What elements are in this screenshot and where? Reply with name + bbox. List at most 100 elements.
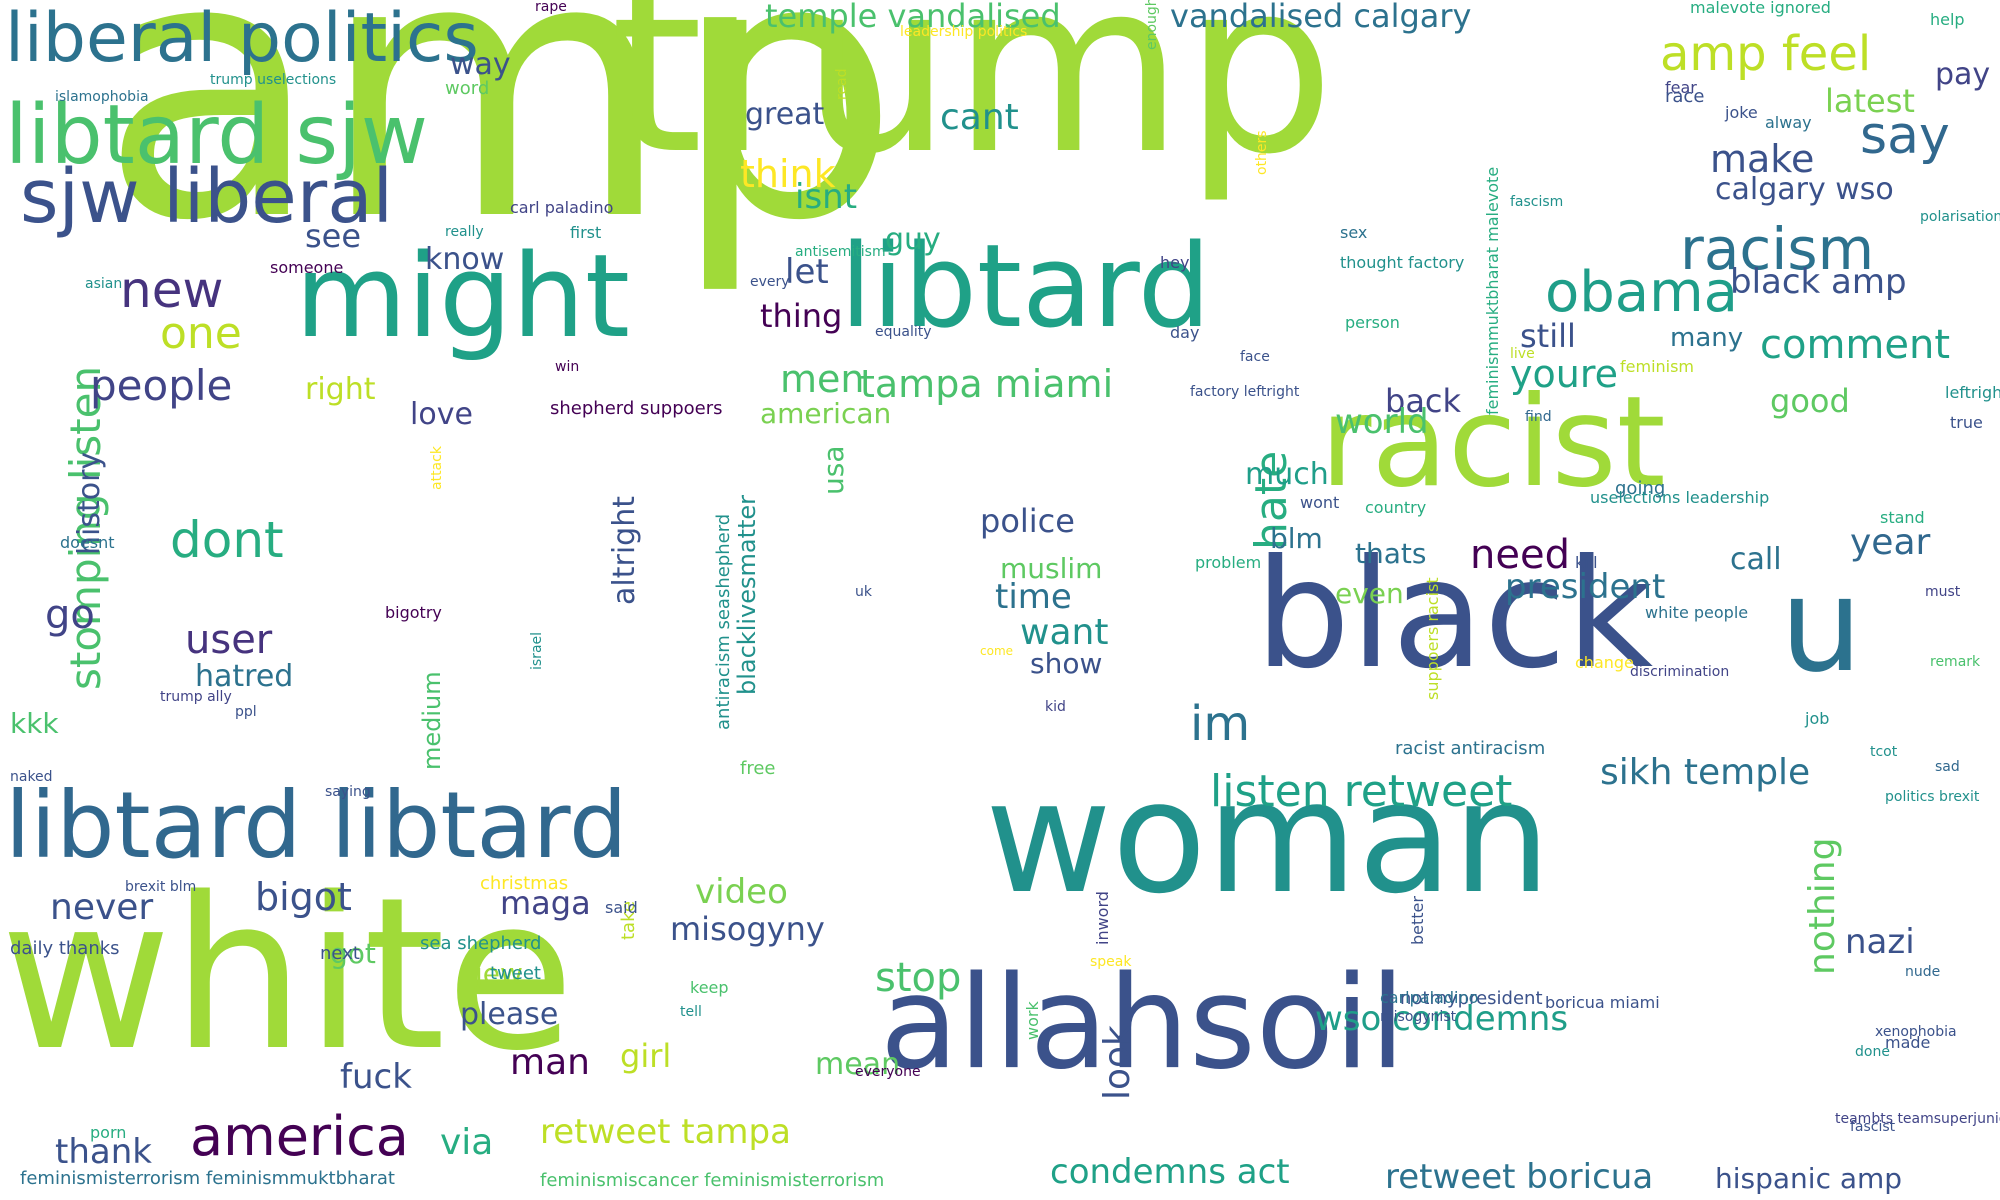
cloud-word: hatred bbox=[195, 659, 294, 694]
cloud-word: uk bbox=[855, 584, 872, 600]
cloud-word: israel bbox=[529, 631, 545, 670]
cloud-word: carl paladino bbox=[510, 198, 614, 217]
cloud-word: let bbox=[785, 252, 829, 292]
cloud-word: allahsoil bbox=[880, 949, 1406, 1098]
cloud-word: men bbox=[780, 357, 865, 401]
cloud-word: mean bbox=[815, 1047, 901, 1082]
cloud-word: trump ally bbox=[160, 689, 232, 705]
cloud-word: nothing bbox=[1802, 837, 1843, 975]
cloud-word: sjw liberal bbox=[20, 154, 394, 240]
cloud-word: next bbox=[320, 943, 360, 964]
cloud-word: day bbox=[1170, 323, 1200, 342]
cloud-word: boricua miami bbox=[1545, 993, 1660, 1012]
cloud-word: politics brexit bbox=[1885, 789, 1980, 805]
cloud-word: win bbox=[555, 359, 580, 375]
cloud-word: thank bbox=[55, 1132, 152, 1172]
cloud-word: shepherd suppoers bbox=[550, 398, 723, 419]
cloud-word: got bbox=[330, 937, 376, 970]
cloud-word: thing bbox=[760, 297, 843, 335]
cloud-word: bigot bbox=[255, 875, 352, 919]
cloud-word: tweet bbox=[490, 963, 541, 984]
cloud-word: joke bbox=[1725, 103, 1758, 122]
cloud-word: hispanic amp bbox=[1715, 1162, 1903, 1195]
cloud-word: say bbox=[1860, 106, 1950, 166]
cloud-word: really bbox=[445, 224, 484, 240]
cloud-word: much bbox=[1245, 457, 1329, 492]
cloud-word: kkk bbox=[10, 707, 59, 740]
cloud-word: fuck bbox=[340, 1057, 412, 1097]
cloud-word: great bbox=[745, 97, 825, 132]
cloud-word: thought factory bbox=[1340, 253, 1465, 272]
cloud-word: maga bbox=[500, 884, 591, 922]
cloud-word: look bbox=[1097, 1025, 1138, 1100]
cloud-word: leftright polarisation bbox=[1945, 383, 2000, 402]
cloud-word: please bbox=[460, 997, 559, 1032]
cloud-word: alway bbox=[1765, 113, 1812, 132]
cloud-word: new bbox=[120, 261, 224, 319]
cloud-word: trump uselections bbox=[210, 72, 337, 88]
cloud-word: true bbox=[1950, 413, 1983, 432]
cloud-word: inword bbox=[1093, 891, 1112, 945]
cloud-word: sex bbox=[1340, 223, 1368, 242]
cloud-word: daily thanks bbox=[10, 938, 120, 959]
cloud-word: attack bbox=[429, 446, 445, 490]
cloud-word: never bbox=[50, 887, 154, 928]
cloud-word: girl bbox=[620, 1037, 672, 1075]
cloud-word: saying bbox=[325, 784, 371, 800]
cloud-word: need bbox=[1470, 532, 1570, 578]
cloud-word: racist antiracism bbox=[1395, 738, 1546, 759]
cloud-word: naked bbox=[10, 769, 53, 785]
cloud-word: read bbox=[834, 68, 850, 100]
cloud-word: libtard sjw bbox=[5, 88, 428, 183]
cloud-word: carlpaladino bbox=[1380, 988, 1479, 1007]
cloud-word: back bbox=[1385, 382, 1462, 420]
cloud-word: help bbox=[1930, 10, 1965, 29]
cloud-word: factory leftright bbox=[1190, 384, 1300, 400]
cloud-word: country bbox=[1365, 498, 1427, 517]
cloud-word: equality bbox=[875, 324, 932, 340]
cloud-word: racism bbox=[1680, 215, 1875, 283]
cloud-word: remark bbox=[1930, 654, 1981, 670]
cloud-word: brexit blm bbox=[125, 879, 197, 895]
cloud-word: libtard bbox=[840, 220, 1211, 354]
cloud-word: video bbox=[695, 872, 788, 912]
cloud-word: blm bbox=[1270, 522, 1323, 555]
cloud-word: amp bbox=[100, 0, 900, 299]
cloud-word: antiracism seashepherd bbox=[713, 513, 734, 730]
cloud-word: trump bbox=[610, 0, 1335, 207]
cloud-word: kill bbox=[1575, 553, 1598, 572]
cloud-word: word bbox=[445, 78, 490, 99]
cloud-word: show bbox=[1030, 647, 1103, 680]
cloud-word: keep bbox=[690, 978, 729, 997]
cloud-word: black bbox=[1255, 528, 1654, 702]
cloud-word: made bbox=[1885, 1033, 1931, 1052]
cloud-word: better bbox=[1408, 896, 1427, 945]
cloud-word: ppl bbox=[235, 704, 257, 720]
cloud-word: usa bbox=[817, 445, 850, 496]
cloud-word: know bbox=[425, 242, 505, 277]
cloud-word: still bbox=[1520, 317, 1576, 355]
cloud-word: pay bbox=[1935, 57, 1991, 92]
cloud-word: altright bbox=[607, 496, 642, 605]
cloud-word: police bbox=[980, 502, 1075, 540]
cloud-word: asian bbox=[85, 276, 123, 292]
cloud-word: many bbox=[1670, 323, 1744, 353]
cloud-word: come bbox=[980, 644, 1014, 658]
cloud-word: fascist bbox=[1850, 1119, 1896, 1135]
cloud-word: fascism bbox=[1510, 194, 1564, 210]
cloud-word: antisemitism bbox=[795, 244, 886, 260]
cloud-word: comment bbox=[1760, 322, 1951, 368]
cloud-word: every bbox=[750, 274, 790, 290]
cloud-word: notmypresident bbox=[1400, 988, 1543, 1009]
cloud-word: others bbox=[1254, 130, 1270, 175]
cloud-word: liberal politics bbox=[5, 0, 479, 78]
cloud-word: going bbox=[1615, 478, 1666, 499]
cloud-word: see bbox=[305, 217, 362, 255]
cloud-word: must bbox=[1925, 584, 1961, 600]
cloud-word: thats bbox=[1355, 537, 1427, 570]
cloud-word: muslim bbox=[1000, 552, 1103, 585]
cloud-word: latest bbox=[1825, 82, 1915, 120]
cloud-word: suppoers racist bbox=[1423, 577, 1442, 700]
cloud-word: man bbox=[510, 1042, 590, 1083]
cloud-word: racist bbox=[1320, 370, 1666, 515]
